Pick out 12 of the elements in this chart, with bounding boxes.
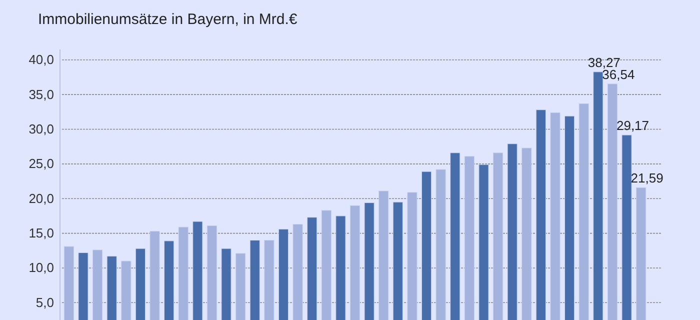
y-tick-label: 40,0 [28,52,54,68]
y-tick-label: 10,0 [28,260,54,276]
y-tick-label: 35,0 [28,86,54,102]
data-label: 38,27 [588,54,620,70]
chart-title: Immobilienumsätze in Bayern, in Mrd.€ [38,11,298,28]
y-tick-label: 20,0 [28,190,54,206]
y-tick-label: 30,0 [28,121,54,136]
y-tick-label: 5,0 [36,294,54,310]
data-label: 21,59 [630,170,664,186]
y-tick-label: 15,0 [28,225,54,240]
y-tick-label: 25,0 [28,156,54,172]
data-label: 29,17 [616,118,650,134]
